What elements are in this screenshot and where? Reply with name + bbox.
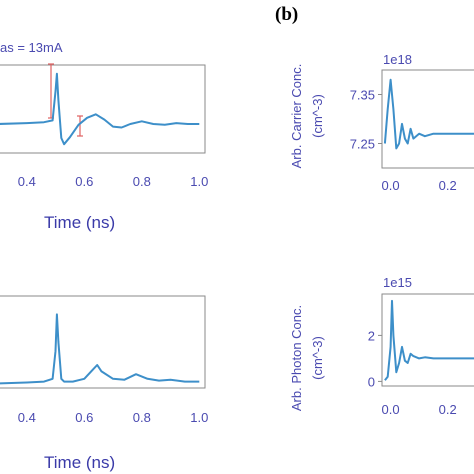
x-tick-label: 0.4 <box>18 410 36 425</box>
y-multiplier: 1e18 <box>383 52 412 67</box>
x-tick-label: 0.8 <box>133 410 151 425</box>
x-axis-label: Time (ns) <box>44 213 115 232</box>
y-tick-label: 0 <box>368 374 375 389</box>
x-tick-label: 1.0 <box>190 410 208 425</box>
x-tick-label: 0.6 <box>75 174 93 189</box>
y-tick-label: 2 <box>368 328 375 343</box>
plot-frame <box>0 64 206 154</box>
y-multiplier: 1e15 <box>383 275 412 290</box>
plot-frame <box>381 69 474 169</box>
x-tick-label: 0.2 <box>439 402 457 417</box>
plot-a-top: as = 13mA Time (ns) 0.4 0.6 0.8 1.0 <box>0 40 208 232</box>
x-tick-label: 0.8 <box>133 174 151 189</box>
plot-a-bottom: Time (ns) 0.4 0.6 0.8 1.0 <box>0 295 208 472</box>
x-tick-label: 0.2 <box>439 178 457 193</box>
series-line <box>0 72 200 146</box>
panel-label-b: (b) <box>275 4 298 25</box>
x-tick-label: 1.0 <box>190 174 208 189</box>
bias-annotation: as = 13mA <box>0 40 63 55</box>
y-axis-unit: (cm^-3) <box>310 336 325 380</box>
series-line <box>384 299 474 381</box>
y-tick-label: 7.35 <box>350 88 375 103</box>
series-line <box>0 313 200 385</box>
x-tick-label: 0.6 <box>75 410 93 425</box>
x-tick-label: 0.0 <box>382 402 400 417</box>
x-axis-label: Time (ns) <box>44 453 115 472</box>
y-tick-label: 7.25 <box>350 137 375 152</box>
plot-b-photon: 1e15 Arb. Photon Conc. (cm^-3) 0.0 0.2 2 0 <box>289 275 474 417</box>
plot-frame <box>0 295 206 389</box>
series-line <box>383 78 474 150</box>
y-axis-label: Arb. Photon Conc. <box>289 305 304 411</box>
x-tick-label: 0.4 <box>18 174 36 189</box>
y-axis-label: Arb. Carrier Conc. <box>289 64 304 169</box>
y-axis-unit: (cm^-3) <box>310 94 325 138</box>
plot-b-carrier: 1e18 Arb. Carrier Conc. (cm^-3) 0.0 0.2 7.… <box>289 52 474 193</box>
x-tick-label: 0.0 <box>382 178 400 193</box>
